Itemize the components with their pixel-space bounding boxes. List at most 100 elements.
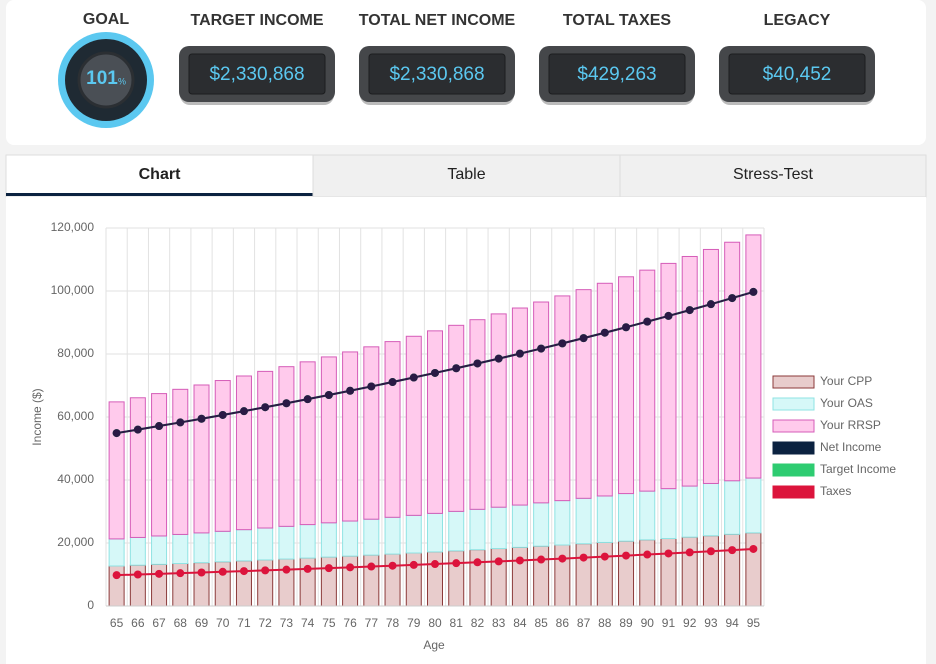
x-tick-label: 76	[343, 616, 357, 630]
point	[133, 425, 142, 434]
bar	[681, 255, 698, 487]
y-tick-label: 0	[87, 598, 94, 612]
bar	[533, 545, 550, 607]
point	[112, 571, 121, 580]
point	[155, 569, 164, 578]
x-tick-label: 88	[598, 616, 612, 630]
x-tick-label: 73	[280, 616, 294, 630]
legend-swatch	[772, 375, 815, 389]
point	[133, 570, 142, 579]
stat-box-inner	[188, 53, 326, 95]
goal-knob	[77, 51, 135, 109]
legend-swatch	[772, 463, 815, 477]
point	[367, 562, 376, 571]
point	[600, 328, 609, 337]
point	[728, 294, 737, 303]
stat-value: $2,330,868	[389, 64, 484, 85]
point	[685, 548, 694, 557]
bar	[575, 543, 592, 607]
point	[706, 547, 715, 556]
bar	[108, 401, 125, 540]
point	[261, 403, 270, 412]
y-tick-label: 40,000	[57, 472, 94, 486]
point	[324, 391, 333, 400]
point	[409, 560, 418, 569]
point	[197, 414, 206, 423]
goal-label: GOAL	[83, 11, 129, 28]
point	[749, 544, 758, 553]
legend-label: Your OAS	[820, 396, 873, 410]
x-tick-label: 82	[471, 616, 485, 630]
point	[664, 549, 673, 558]
legend-label: Net Income	[820, 440, 882, 454]
point	[261, 566, 270, 575]
point	[155, 422, 164, 431]
y-tick-label: 120,000	[51, 220, 95, 234]
bar	[596, 282, 613, 497]
x-tick-label: 87	[577, 616, 591, 630]
point	[515, 556, 524, 565]
point	[409, 373, 418, 382]
stat-value: $429,263	[577, 64, 656, 85]
stat-box-inner	[368, 53, 506, 95]
tabs: Chart Table Stress-Test	[5, 154, 927, 198]
x-axis-label: Age	[423, 638, 445, 652]
bar	[214, 380, 231, 532]
x-tick-label: 86	[556, 616, 570, 630]
point	[239, 567, 248, 576]
tab[interactable]	[5, 154, 314, 198]
point	[282, 399, 291, 408]
bar	[129, 536, 146, 566]
bar	[257, 370, 274, 529]
bar	[448, 510, 465, 552]
point	[579, 553, 588, 562]
legend-swatch	[772, 419, 815, 433]
tab-label[interactable]: Stress-Test	[733, 166, 814, 183]
y-tick-label: 80,000	[57, 346, 94, 360]
x-tick-label: 93	[704, 616, 718, 630]
bar	[320, 522, 337, 558]
x-tick-label: 90	[641, 616, 655, 630]
point	[452, 364, 461, 373]
bar	[511, 307, 528, 506]
tab[interactable]	[619, 154, 927, 198]
y-tick-label: 60,000	[57, 409, 94, 423]
stat-value: $2,330,868	[209, 64, 304, 85]
point	[176, 569, 185, 578]
bar	[554, 544, 571, 607]
x-tick-label: 65	[110, 616, 124, 630]
bar	[745, 532, 762, 607]
x-tick-label: 78	[386, 616, 400, 630]
bar	[108, 538, 125, 567]
legend-label: Taxes	[820, 484, 851, 498]
point	[664, 311, 673, 320]
bar	[702, 248, 719, 484]
point	[494, 354, 503, 363]
bar	[702, 482, 719, 537]
tab-label[interactable]: Chart	[139, 166, 181, 183]
bar	[235, 375, 252, 531]
x-tick-label: 81	[450, 616, 464, 630]
bar	[405, 335, 422, 516]
point	[197, 568, 206, 577]
bar	[172, 533, 189, 565]
point	[176, 418, 185, 427]
legend-swatch	[772, 397, 815, 411]
point	[346, 563, 355, 572]
x-tick-label: 72	[259, 616, 273, 630]
tab-label[interactable]: Table	[447, 166, 485, 183]
point	[303, 395, 312, 404]
point	[558, 554, 567, 563]
stat-label: TARGET INCOME	[190, 12, 323, 29]
bar	[660, 262, 677, 490]
bar	[193, 384, 210, 534]
point	[388, 561, 397, 570]
bar	[639, 539, 656, 607]
bar	[278, 366, 295, 527]
bar	[299, 361, 316, 526]
bar	[469, 319, 486, 510]
x-tick-label: 77	[365, 616, 379, 630]
tab[interactable]	[312, 154, 621, 198]
point	[473, 359, 482, 368]
bar	[618, 540, 635, 607]
